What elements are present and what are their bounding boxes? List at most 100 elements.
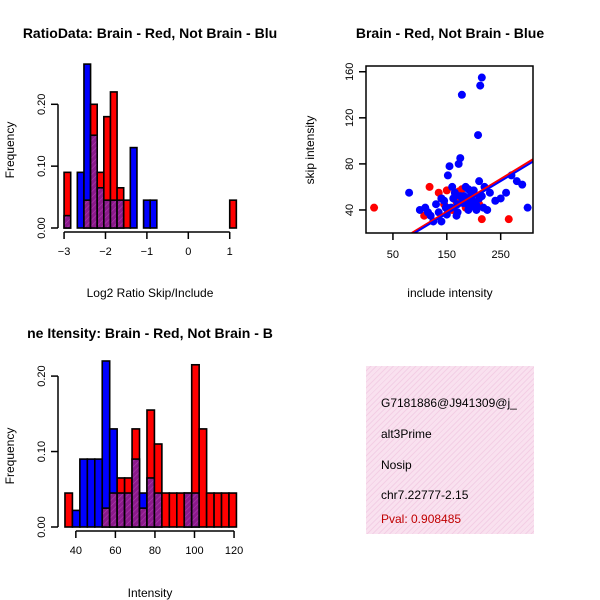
not-brain-point <box>440 196 449 205</box>
brain-bar-15 <box>175 492 186 528</box>
brain-bar-18 <box>198 428 208 528</box>
intensity-scatter-points <box>370 73 533 233</box>
x-tick-label: 0 <box>185 246 191 258</box>
brain-bar-20 <box>213 492 223 528</box>
intensity-histogram-ylabel: Frequency <box>3 428 17 485</box>
ratio-histogram-xlabel: Log2 Ratio Skip/Include <box>87 286 214 300</box>
not-brain-bar-5 <box>101 360 111 528</box>
not-brain-point <box>464 205 473 214</box>
x-tick-label: 60 <box>109 545 121 557</box>
x-tick-label: 150 <box>438 249 456 261</box>
brain-bar-13 <box>161 492 171 528</box>
not-brain-bar-2 <box>76 171 85 229</box>
not-brain-bar-2 <box>79 458 89 528</box>
overlap-bar-8 <box>116 199 125 229</box>
ratio-histogram-bars <box>63 63 238 229</box>
not-brain-point <box>453 208 462 217</box>
brain-bar-14 <box>168 492 178 528</box>
y-tick-label: 0.10 <box>36 441 48 462</box>
not-brain-point <box>457 90 466 99</box>
overlap-bar-6 <box>103 199 112 229</box>
y-tick-label: 0.00 <box>36 516 48 537</box>
x-tick-label: 250 <box>491 249 509 261</box>
overlap-bar-5 <box>96 186 105 229</box>
ratio-histogram: RatioData: Brain - Red, Not Brain - Blu … <box>3 25 277 300</box>
intensity-scatter-axes: 50 150 250 40 80 120 160 <box>344 63 534 261</box>
not-brain-point <box>476 81 485 90</box>
ratio-histogram-ylabel: Frequency <box>3 122 17 179</box>
brain-point <box>504 215 513 224</box>
not-brain-point <box>432 200 441 209</box>
not-brain-point <box>443 171 452 180</box>
y-tick-label: 0.10 <box>36 155 48 176</box>
not-brain-bar-10 <box>129 146 138 229</box>
y-tick-label: 40 <box>344 204 356 216</box>
brain-bar-9 <box>122 199 132 229</box>
intensity-scatter: Brain - Red, Not Brain - Blue 50 150 250 40… <box>303 25 544 300</box>
brain-point <box>477 215 486 224</box>
not-brain-point <box>456 192 465 201</box>
not-brain-point <box>483 205 492 214</box>
intensity-histogram-axes: 40 60 80 100 120 0.00 0.10 0.20 <box>36 365 243 557</box>
not-brain-point <box>445 162 454 171</box>
not-brain-point <box>474 131 483 140</box>
overlap-bar-6 <box>108 492 118 528</box>
x-tick-label: −2 <box>99 246 112 258</box>
y-tick-label: 0.00 <box>36 217 48 238</box>
not-brain-bar-12 <box>142 199 152 229</box>
x-tick-label: −1 <box>141 246 154 258</box>
overlap-bar-5 <box>101 507 111 528</box>
brain-bar-0 <box>64 492 74 528</box>
overlap-bar-7 <box>109 199 118 229</box>
y-tick-label: 0.20 <box>36 94 48 115</box>
brain-bar-22 <box>228 492 238 528</box>
overlap-bar-3 <box>83 199 92 229</box>
overlap-bar-17 <box>190 492 200 528</box>
brain-point <box>425 182 434 191</box>
not-brain-point <box>523 203 532 212</box>
not-brain-point <box>405 188 414 197</box>
plot-frame <box>365 65 534 234</box>
gene-name: Nosip <box>381 458 412 472</box>
p-value: Pval: 0.908485 <box>381 512 462 526</box>
intensity-histogram-xlabel: Intensity <box>128 586 173 600</box>
overlap-bar-16 <box>183 492 193 528</box>
not-brain-point <box>502 188 511 197</box>
y-tick-label: 80 <box>344 158 356 170</box>
event-info-panel: G7181886@J941309@j_ alt3Prime Nosip chr7… <box>366 366 534 534</box>
intensity-histogram-title: ne Itensity: Brain - Red, Not Brain - B <box>27 325 273 341</box>
overlap-bar-10 <box>138 507 148 528</box>
x-tick-label: −3 <box>58 246 71 258</box>
overlap-bar-9 <box>131 458 141 528</box>
y-tick-label: 120 <box>344 109 356 127</box>
not-brain-bar-3 <box>86 458 96 528</box>
event-type: alt3Prime <box>381 427 432 441</box>
not-brain-point <box>518 180 527 189</box>
brain-fit-line <box>411 158 533 233</box>
genomic-location: chr7.22777-2.15 <box>381 488 469 502</box>
y-tick-label: 160 <box>344 63 356 81</box>
event-id: G7181886@J941309@j_ <box>381 396 517 410</box>
not-brain-bar-4 <box>93 458 104 528</box>
overlap-bar-8 <box>123 492 133 528</box>
overlap-bar-4 <box>89 134 99 229</box>
not-brain-bar-13 <box>149 199 158 229</box>
not-brain-point <box>496 194 505 203</box>
x-tick-label: 50 <box>387 249 399 261</box>
intensity-scatter-ylabel: skip intensity <box>303 116 317 185</box>
brain-bar-21 <box>220 492 230 528</box>
not-brain-point <box>472 201 481 210</box>
not-brain-point <box>469 186 478 195</box>
not-brain-point <box>485 188 494 197</box>
not-brain-bar-1 <box>71 509 81 528</box>
overlap-bar-11 <box>146 477 156 528</box>
brain-bar-25 <box>228 199 238 229</box>
not-brain-point <box>477 73 486 82</box>
intensity-scatter-xlabel: include intensity <box>407 286 492 300</box>
not-brain-fit-line <box>413 160 533 233</box>
intensity-histogram: ne Itensity: Brain - Red, Not Brain - B … <box>3 325 273 600</box>
x-tick-label: 40 <box>70 545 82 557</box>
ratio-histogram-axes: −3 −2 −1 0 1 0.00 0.10 0.20 <box>36 94 233 258</box>
not-brain-point <box>456 154 465 163</box>
